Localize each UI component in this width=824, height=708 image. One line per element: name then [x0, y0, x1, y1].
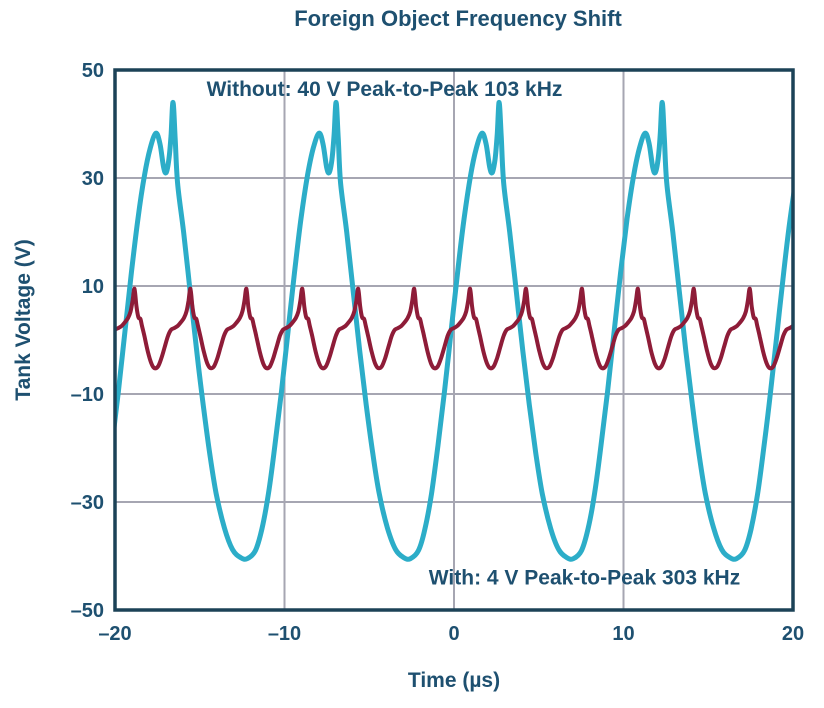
x-tick-label: –10 — [268, 623, 301, 645]
x-tick-label: –20 — [98, 623, 131, 645]
annotation-without-foreign-object: Without: 40 V Peak-to-Peak 103 kHz — [207, 78, 563, 101]
x-tick-label: 10 — [612, 623, 634, 645]
x-axis-ticks: –20 –10 0 10 20 — [98, 623, 804, 645]
x-tick-label: 0 — [448, 623, 459, 645]
chart-title: Foreign Object Frequency Shift — [294, 6, 622, 31]
x-tick-label: 20 — [782, 623, 804, 645]
y-tick-label: 50 — [82, 60, 104, 82]
annotation-with-foreign-object: With: 4 V Peak-to-Peak 303 kHz — [429, 567, 740, 590]
y-tick-label: 30 — [82, 168, 104, 190]
plot-border — [113, 68, 795, 612]
x-axis-title: Time (µs) — [408, 669, 500, 692]
y-tick-label: 10 — [82, 276, 104, 298]
waveform-with-foreign-object — [115, 286, 793, 371]
y-tick-label: –50 — [71, 600, 104, 622]
gridlines — [115, 70, 793, 610]
y-tick-label: –10 — [71, 384, 104, 406]
y-tick-label: –30 — [71, 492, 104, 514]
waveforms — [115, 99, 793, 562]
y-axis-title: Tank Voltage (V) — [12, 239, 35, 400]
y-axis-ticks: 50 30 10 –10 –30 –50 — [71, 60, 104, 622]
waveform-without-foreign-object — [115, 99, 793, 562]
